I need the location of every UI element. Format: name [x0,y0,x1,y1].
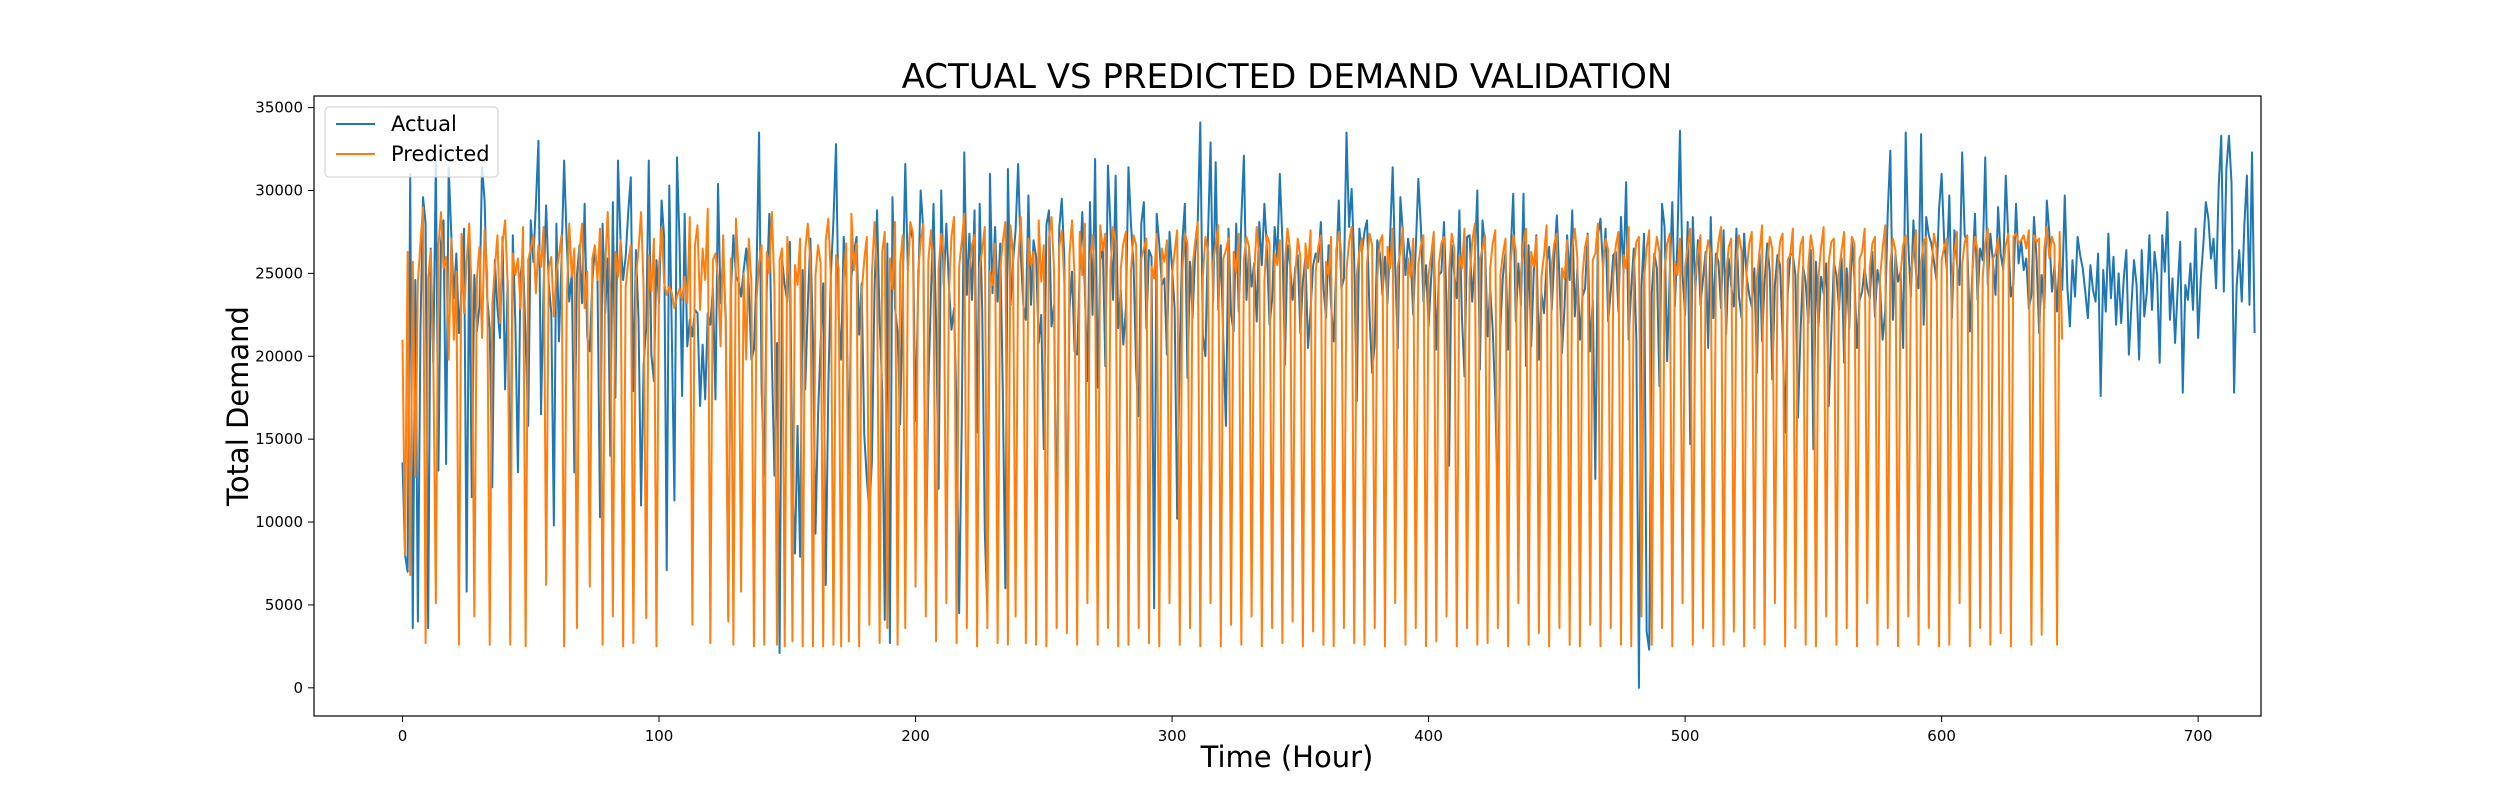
x-tick-label: 100 [645,727,674,745]
x-tick-label: 500 [1671,727,1700,745]
x-tick-label: 400 [1414,727,1443,745]
series-line-predicted [401,206,2064,648]
y-tick-label: 10000 [255,513,303,531]
x-tick-label: 300 [1158,727,1187,745]
x-tick-label: 200 [901,727,930,745]
plot-area [314,96,2261,716]
x-tick-label: 0 [398,727,408,745]
y-tick-label: 25000 [255,264,303,282]
x-axis: 0 100 200 300 400 500 600 700 [398,716,2213,745]
plot-frame [313,95,2262,717]
legend-label-predicted: Predicted [391,142,490,166]
y-tick-label: 35000 [255,99,303,117]
y-axis: 0 5000 10000 15000 20000 25000 30000 35000 [255,99,314,697]
y-tick-label: 5000 [265,596,303,614]
y-tick-label: 0 [293,679,303,697]
chart-title: ACTUAL VS PREDICTED DEMAND VALIDATION [902,57,1673,97]
y-tick-label: 15000 [255,430,303,448]
x-tick-label: 700 [2184,727,2213,745]
legend-label-actual: Actual [391,112,457,136]
x-tick-label: 600 [1927,727,1956,745]
legend: Actual Predicted [324,106,499,178]
x-axis-label: Time (Hour) [1200,740,1374,774]
y-axis-label: Total Demand [221,306,255,507]
y-tick-label: 30000 [255,181,303,199]
series-layer [401,121,2256,689]
y-tick-label: 20000 [255,347,303,365]
